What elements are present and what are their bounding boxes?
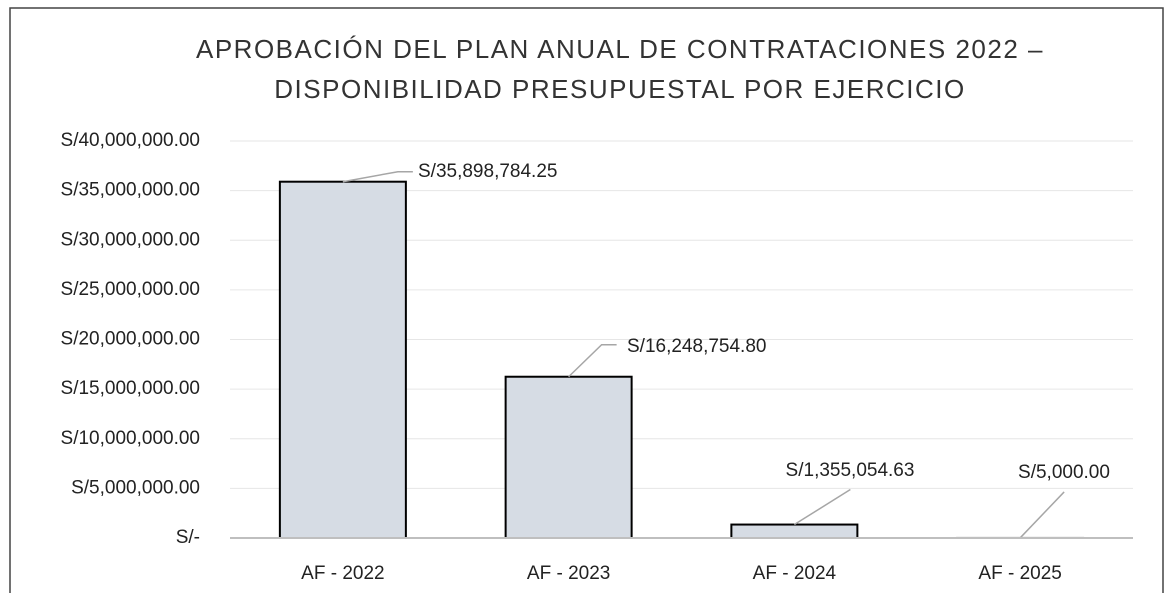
x-tick-label: AF - 2022 [301,563,384,584]
y-tick-label: S/- [176,527,200,548]
leader-line [793,488,851,526]
leader-line [342,170,413,183]
bar [504,375,633,539]
chart-title: DISPONIBILIDAD PRESUPUESTAL POR EJERCICI… [274,74,965,104]
y-tick-label: S/20,000,000.00 [61,329,200,350]
y-tick-label: S/15,000,000.00 [61,378,200,399]
x-tick-label: AF - 2025 [978,563,1061,584]
y-tick-label: S/10,000,000.00 [61,428,200,449]
data-label: S/1,355,054.63 [786,460,915,481]
y-tick-label: S/40,000,000.00 [61,130,200,151]
data-label: S/16,248,754.80 [627,336,766,357]
x-tick-label: AF - 2023 [527,563,610,584]
bar [730,523,859,540]
x-tick-label: AF - 2024 [753,563,837,584]
leader-line [568,343,617,378]
y-tick-label: S/25,000,000.00 [61,279,200,300]
leader-line [1019,491,1065,539]
y-tick-label: S/30,000,000.00 [61,229,200,250]
chart-title: APROBACIÓN DEL PLAN ANUAL DE CONTRATACIO… [196,34,1044,64]
data-label: S/35,898,784.25 [418,161,557,182]
y-tick-label: S/35,000,000.00 [61,180,200,201]
frame [9,7,1164,593]
bar [278,180,407,539]
data-label: S/5,000.00 [1018,462,1110,483]
y-tick-label: S/5,000,000.00 [71,477,200,498]
